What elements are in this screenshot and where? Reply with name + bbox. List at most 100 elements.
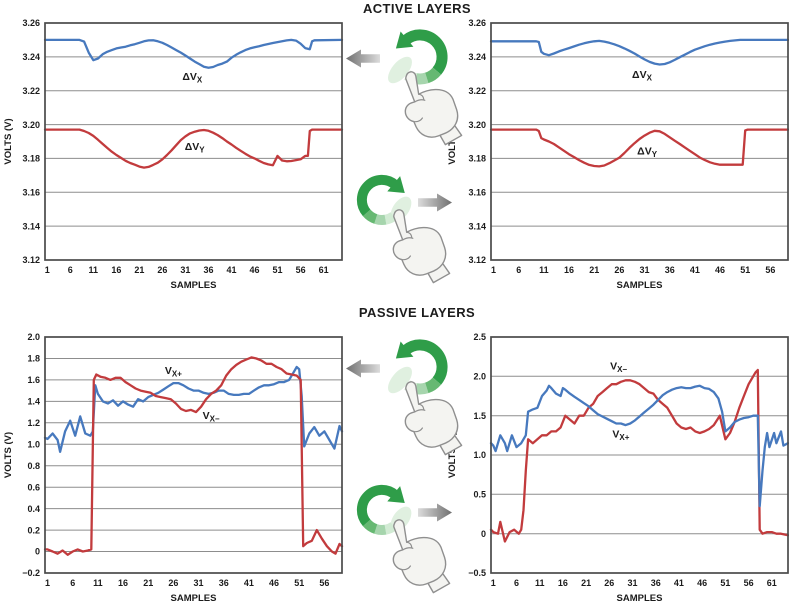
x-tick-label: 36 <box>203 265 213 275</box>
x-tick-label: 1 <box>491 265 496 275</box>
y-tick-label: 3.20 <box>468 120 486 130</box>
x-tick-label: 46 <box>715 265 725 275</box>
gridlines <box>45 336 342 574</box>
series-label-delta-VX: ΔVX <box>632 69 653 83</box>
series-label-delta-VX: ΔVX <box>182 71 203 85</box>
series-label-delta-VY: ΔVY <box>637 145 658 159</box>
series-label-VX-minus: VX− <box>610 361 627 375</box>
y-tick-label: 1.0 <box>473 450 486 460</box>
x-tick-label: 26 <box>614 265 624 275</box>
y-tick-label: 1.0 <box>27 440 40 450</box>
y-tick-label: 3.12 <box>22 255 40 265</box>
x-axis-title: SAMPLES <box>617 593 663 604</box>
rotate-ccw-gesture <box>344 330 469 465</box>
touch-glow <box>388 56 412 84</box>
x-tick-label: 36 <box>219 578 229 588</box>
rotate-ccw-gesture <box>344 20 469 155</box>
rotate-cw-gesture <box>344 167 469 302</box>
x-tick-label: 6 <box>70 578 75 588</box>
series-label-delta-VY: ΔVY <box>185 141 206 155</box>
x-tick-label: 16 <box>111 265 121 275</box>
rotate-ccw-gesture-icon <box>346 339 463 456</box>
x-tick-label: 46 <box>697 578 707 588</box>
rotate-cw-gesture <box>344 477 469 607</box>
series-line-delta-VY <box>489 128 789 168</box>
x-tick-label: 56 <box>765 265 775 275</box>
x-tick-label: 1 <box>491 578 496 588</box>
y-tick-label: −0.2 <box>22 568 40 578</box>
x-tick-label: 11 <box>539 265 549 275</box>
x-tick-label: 31 <box>180 265 190 275</box>
y-tick-label: 3.24 <box>22 52 40 62</box>
x-axis-title: SAMPLES <box>617 280 663 291</box>
x-tick-label: 6 <box>514 578 519 588</box>
x-tick-label: 36 <box>651 578 661 588</box>
touch-glow <box>388 366 412 394</box>
series-label-VX-plus: VX+ <box>612 428 629 442</box>
gridlines <box>491 336 788 574</box>
x-tick-label: 21 <box>143 578 153 588</box>
series-label-VX-minus: VX− <box>203 410 220 424</box>
x-tick-label: 1 <box>45 265 50 275</box>
x-tick-label: 51 <box>272 265 282 275</box>
x-tick-label: 6 <box>68 265 73 275</box>
series-line-VX-minus <box>489 368 789 543</box>
plot-frame <box>44 22 343 261</box>
y-tick-label: 3.14 <box>22 221 40 231</box>
x-tick-label: 26 <box>157 265 167 275</box>
series-line-VX-plus <box>489 384 789 508</box>
x-tick-label: 31 <box>639 265 649 275</box>
rotate-cw-gesture-icon <box>356 484 452 594</box>
y-tick-label: 1.5 <box>473 411 486 421</box>
x-tick-label: 21 <box>134 265 144 275</box>
y-axis-title: VOLTS (V) <box>3 118 14 164</box>
y-tick-label: 3.18 <box>468 154 486 164</box>
plot-frame <box>44 336 343 574</box>
y-tick-label: 0.8 <box>27 461 40 471</box>
x-tick-label: 26 <box>168 578 178 588</box>
x-tick-label: 16 <box>564 265 574 275</box>
x-tick-label: 41 <box>674 578 684 588</box>
y-tick-label: 2.5 <box>473 332 486 342</box>
pointing-hand-icon <box>392 209 451 284</box>
y-tick-label: 0.6 <box>27 482 40 492</box>
y-tick-label: 0 <box>481 529 486 539</box>
x-tick-label: 41 <box>226 265 236 275</box>
y-tick-label: 3.12 <box>468 255 486 265</box>
series-line-delta-VX <box>489 38 789 66</box>
chart-active-right: ΔVX ΔVY 3.26 3.24 3.22 3.20 3.18 3.16 3.14 3.12 1 6… <box>444 14 789 296</box>
chart-svg-passive-left: VX+ VX− 2.0 1.8 1.6 1.4 1.2 1.0 0.8 0.6 0.4 0.2 0 −0.… <box>3 332 344 604</box>
section-title-active: ACTIVE LAYERS <box>362 1 472 16</box>
y-axis-title: VOLTS (V) <box>3 432 14 478</box>
y-tick-label: 2.0 <box>27 332 40 342</box>
y-tick-label: 0.2 <box>27 525 40 535</box>
series-line-VX-minus <box>43 356 344 556</box>
y-tick-label: 3.14 <box>468 221 486 231</box>
pointing-hand-icon <box>392 519 451 594</box>
x-tick-label: 51 <box>740 265 750 275</box>
direction-arrow-right-icon <box>418 193 452 212</box>
x-axis-title: SAMPLES <box>171 280 217 291</box>
x-tick-label: 31 <box>193 578 203 588</box>
y-tick-label: 3.26 <box>22 18 40 28</box>
y-tick-label: 3.22 <box>468 86 486 96</box>
x-tick-label: 46 <box>269 578 279 588</box>
series-line-delta-VY <box>43 128 344 169</box>
y-tick-label: 1.8 <box>27 354 40 364</box>
y-tick-label: 3.22 <box>22 86 40 96</box>
pointing-hand-icon <box>404 71 463 146</box>
x-tick-label: 16 <box>558 578 568 588</box>
y-tick-label: 0 <box>35 547 40 557</box>
plot-frame <box>490 22 789 261</box>
rotate-cw-gesture-icon <box>356 174 452 284</box>
y-tick-label: −0.5 <box>468 568 486 578</box>
x-tick-label: 56 <box>319 578 329 588</box>
x-tick-label: 11 <box>535 578 545 588</box>
x-tick-label: 1 <box>45 578 50 588</box>
x-tick-label: 11 <box>93 578 103 588</box>
x-tick-label: 16 <box>118 578 128 588</box>
y-axis-title: VOLTS (V) <box>447 432 458 478</box>
section-title-passive: PASSIVE LAYERS <box>358 305 476 320</box>
